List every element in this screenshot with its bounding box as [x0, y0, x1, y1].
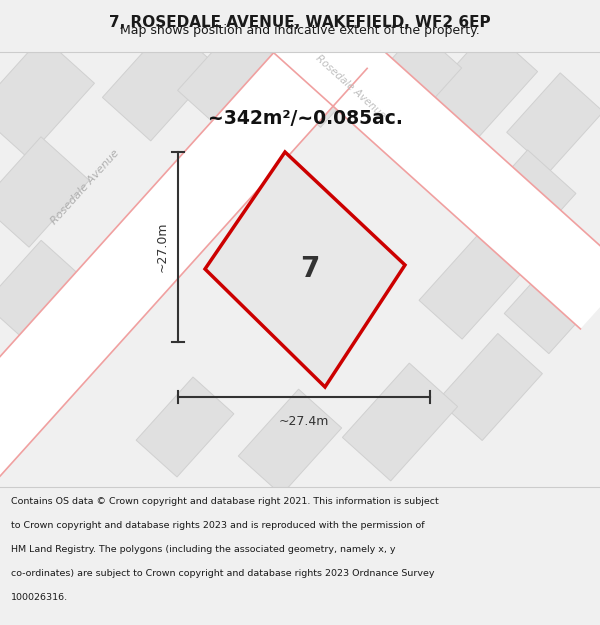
Polygon shape: [205, 152, 405, 387]
Polygon shape: [0, 15, 367, 529]
Polygon shape: [419, 235, 521, 339]
Text: ~342m²/~0.085ac.: ~342m²/~0.085ac.: [208, 109, 403, 129]
Polygon shape: [506, 73, 600, 171]
Polygon shape: [343, 363, 458, 481]
Text: co-ordinates) are subject to Crown copyright and database rights 2023 Ordnance S: co-ordinates) are subject to Crown copyr…: [11, 569, 434, 578]
Text: 7, ROSEDALE AVENUE, WAKEFIELD, WF2 6EP: 7, ROSEDALE AVENUE, WAKEFIELD, WF2 6EP: [109, 14, 491, 29]
Text: to Crown copyright and database rights 2023 and is reproduced with the permissio: to Crown copyright and database rights 2…: [11, 521, 424, 530]
Polygon shape: [0, 241, 86, 344]
Polygon shape: [422, 28, 538, 146]
Text: ~27.0m: ~27.0m: [155, 222, 169, 272]
Polygon shape: [0, 332, 84, 432]
Polygon shape: [437, 334, 542, 441]
Polygon shape: [358, 29, 461, 135]
Polygon shape: [464, 150, 576, 264]
Polygon shape: [276, 17, 384, 128]
Polygon shape: [136, 377, 234, 477]
Text: 7: 7: [301, 255, 320, 283]
Polygon shape: [149, 0, 600, 329]
Text: ~27.4m: ~27.4m: [279, 415, 329, 428]
Text: Rosedale Avenue: Rosedale Avenue: [313, 53, 387, 121]
Polygon shape: [0, 36, 94, 158]
Text: Rosedale Avenue: Rosedale Avenue: [49, 148, 121, 226]
Polygon shape: [178, 24, 283, 131]
Polygon shape: [103, 23, 218, 141]
Polygon shape: [0, 137, 89, 248]
Polygon shape: [238, 389, 341, 495]
Text: 100026316.: 100026316.: [11, 593, 68, 602]
Text: HM Land Registry. The polygons (including the associated geometry, namely x, y: HM Land Registry. The polygons (includin…: [11, 545, 395, 554]
Polygon shape: [504, 251, 600, 354]
Text: Contains OS data © Crown copyright and database right 2021. This information is : Contains OS data © Crown copyright and d…: [11, 497, 439, 506]
Text: Map shows position and indicative extent of the property.: Map shows position and indicative extent…: [120, 24, 480, 38]
